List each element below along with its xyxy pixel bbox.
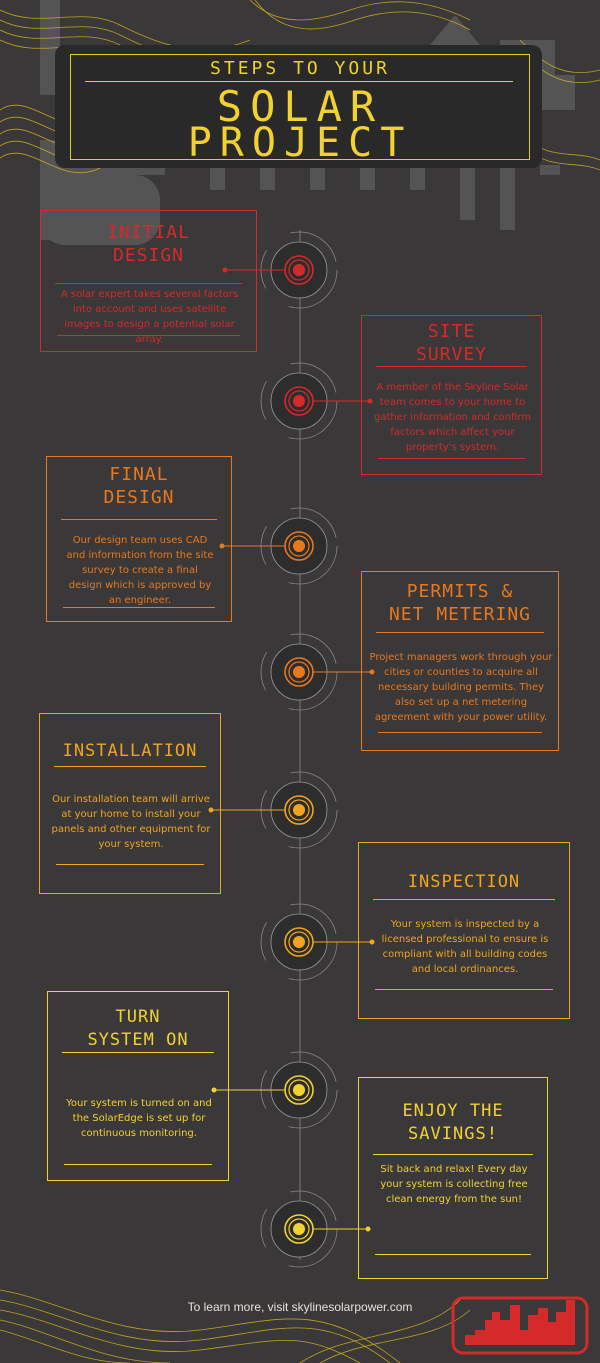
- step-title: INSTALLATION: [62, 741, 198, 761]
- timeline-node: [260, 633, 375, 711]
- step-title-rule: [376, 366, 527, 367]
- step-bottom-rule: [56, 864, 204, 865]
- step-title-rule: [54, 766, 206, 767]
- header-title-line1: SOLAR: [216, 82, 384, 131]
- step-description: Our design team uses CAD and information…: [66, 535, 214, 606]
- step-description: A member of the Skyline Solar team comes…: [374, 382, 531, 453]
- step-card: ENJOY THE SAVINGS! Sit back and relax! Ev…: [358, 1077, 548, 1279]
- step-title: SITE SURVEY: [415, 321, 488, 365]
- step-card: INITIAL DESIGN A solar expert takes sever…: [40, 210, 257, 352]
- step-bottom-rule: [378, 458, 525, 459]
- step-title: INSPECTION: [407, 872, 521, 892]
- connector-end-dot: [211, 1087, 217, 1093]
- step-title-rule: [373, 1154, 533, 1155]
- step-title-rule: [55, 283, 242, 284]
- connector-end-dot: [219, 543, 225, 549]
- connector-end-dot: [365, 1226, 371, 1232]
- step-title: INITIAL DESIGN: [107, 222, 190, 266]
- node-dot: [293, 395, 305, 407]
- timeline-node: [208, 771, 338, 849]
- node-dot: [293, 540, 305, 552]
- wavy-lines-bottom: [0, 1289, 471, 1363]
- footer-link-text[interactable]: To learn more, visit skylinesolarpower.c…: [187, 1300, 413, 1314]
- skyline-logo: [451, 1296, 589, 1355]
- node-inner-ring: [288, 390, 310, 412]
- connector-end-dot: [222, 267, 228, 273]
- step-description: Your system is turned on and the SolarEd…: [66, 1098, 212, 1139]
- step-title: FINAL DESIGN: [103, 464, 175, 508]
- connector-end-dot: [369, 669, 375, 675]
- timeline-node: [260, 362, 373, 440]
- connector-end-dot: [367, 398, 373, 404]
- node-inner-ring: [288, 1079, 310, 1101]
- step-title-rule: [62, 1052, 214, 1053]
- node-dot: [293, 264, 305, 276]
- step-bottom-rule: [64, 1164, 212, 1165]
- step-card: FINAL DESIGN Our design team uses CAD and…: [46, 456, 232, 622]
- step-title-rule: [373, 899, 555, 900]
- step-card: INSTALLATION Our installation team will a…: [39, 713, 221, 894]
- timeline-node: [219, 507, 338, 585]
- timeline-node: [222, 231, 338, 309]
- node-inner-ring: [288, 1218, 310, 1240]
- node-dot: [293, 1084, 305, 1096]
- node-dot: [293, 1223, 305, 1235]
- node-inner-ring: [288, 931, 310, 953]
- step-title-rule: [61, 519, 217, 520]
- step-title: ENJOY THE SAVINGS!: [402, 1101, 504, 1144]
- step-bottom-rule: [375, 1254, 531, 1255]
- step-title: PERMITS & NET METERING: [388, 581, 532, 625]
- step-bottom-rule: [63, 607, 215, 608]
- node-inner-ring: [288, 661, 310, 683]
- node-inner-ring: [288, 259, 310, 281]
- step-bottom-rule: [378, 732, 542, 733]
- timeline-node: [260, 1190, 371, 1268]
- step-description: Our installation team will arrive at you…: [51, 794, 211, 850]
- timeline-node: [260, 903, 375, 981]
- step-card: INSPECTION Your system is inspected by a …: [358, 842, 570, 1019]
- step-description: A solar expert takes several factors int…: [60, 289, 239, 345]
- step-description: Sit back and relax! Every day your syste…: [380, 1164, 528, 1205]
- header-subtitle: STEPS TO YOUR: [210, 58, 390, 79]
- step-card: PERMITS & NET METERING Project managers w…: [361, 571, 559, 751]
- header-panel: [55, 45, 542, 168]
- step-bottom-rule: [375, 989, 553, 990]
- step-description: Your system is inspected by a licensed p…: [381, 919, 549, 975]
- node-dot: [293, 666, 305, 678]
- connector-end-dot: [369, 939, 375, 945]
- step-title-rule: [376, 632, 544, 633]
- header-title-line2: PROJECT: [187, 120, 413, 166]
- node-inner-ring: [288, 535, 310, 557]
- step-card: TURN SYSTEM ON Your system is turned on a…: [47, 991, 229, 1181]
- step-description: Project managers work through your citie…: [369, 652, 553, 723]
- step-bottom-rule: [57, 335, 240, 336]
- step-card: SITE SURVEY A member of the Skyline Solar…: [361, 315, 542, 475]
- header-frame: [70, 54, 530, 160]
- header-divider: [85, 81, 513, 82]
- timeline-node: [211, 1051, 338, 1129]
- node-dot: [293, 936, 305, 948]
- step-title: TURN SYSTEM ON: [87, 1007, 189, 1050]
- connector-end-dot: [208, 807, 214, 813]
- node-inner-ring: [288, 799, 310, 821]
- node-dot: [293, 804, 305, 816]
